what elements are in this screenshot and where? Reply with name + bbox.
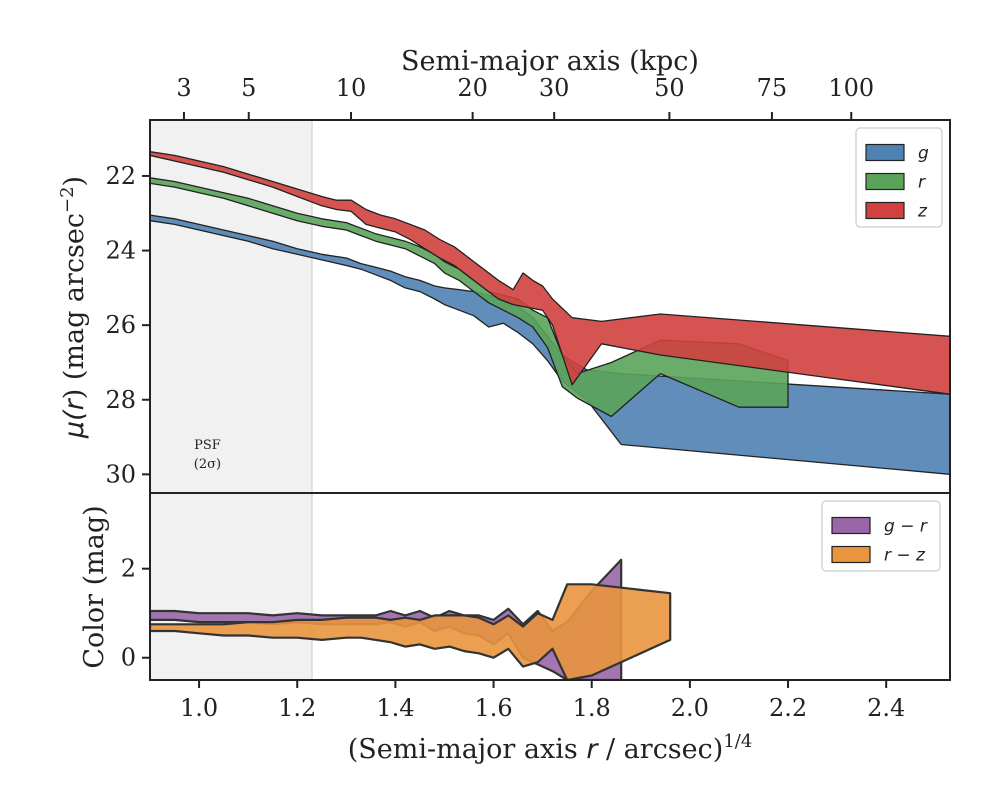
top-x-tick-label: 10 (336, 74, 367, 102)
bottom-x-tick-label: 2.2 (769, 694, 807, 722)
legend-label-g-r: g − r (884, 517, 928, 537)
legend-swatch-r-z (831, 545, 871, 564)
top-kpc-ticks: 3 5 10 20 30 50 75 100 (176, 74, 874, 120)
top-y-tick-label: 24 (105, 237, 136, 265)
top-axis-title: Semi-major axis (kpc) (401, 46, 699, 77)
xlabel-part2: / arcsec) (597, 734, 723, 765)
bottom-x-tick-label: 1.6 (474, 694, 512, 722)
series-band-r-z (150, 583, 672, 680)
top-x-tick-label: 5 (241, 74, 256, 102)
legend-swatch-g-r (831, 516, 871, 535)
psf-shade-bottom (150, 493, 312, 680)
top-y-tick-label: 28 (105, 386, 136, 414)
bottom-plot-frame (149, 492, 951, 681)
psf-region (150, 120, 313, 493)
psf-region-bottom (150, 493, 313, 680)
ylabel-exponent: −2 (57, 186, 78, 213)
bottom-series-group (150, 558, 672, 680)
bottom-x-tick-label: 2.4 (867, 694, 905, 722)
psf-label-line1: PSF (194, 438, 221, 453)
top-series-group (150, 151, 950, 475)
bottom-x-axis-title: (Semi-major axis r / arcsec)1/4 (348, 731, 753, 765)
xlabel-exponent: 1/4 (723, 731, 752, 752)
ylabel-r: r (59, 397, 90, 410)
bottom-x-tick-label: 1.0 (180, 694, 218, 722)
ylabel-mu: μ( (59, 409, 90, 439)
top-x-tick-label: 3 (176, 74, 191, 102)
series-band-r (150, 177, 789, 418)
top-x-tick-label: 50 (654, 74, 685, 102)
bottom-y-tick-label: 2 (121, 555, 136, 583)
top-y-tick-label: 22 (105, 162, 136, 190)
legend-swatch-g (865, 143, 905, 162)
ylabel-unit: ) (mag arcsec (59, 213, 90, 399)
psf-shade-top (150, 120, 312, 493)
top-y-tick-label: 30 (105, 460, 136, 488)
bottom-x-tick-label: 1.8 (573, 694, 611, 722)
series-band-z (150, 151, 950, 395)
top-x-tick-label: 20 (457, 74, 488, 102)
xlabel-r: r (586, 734, 599, 765)
color-panel: 02 1.0 1.2 1.4 1.6 1.8 2.0 2.2 2.4 g − rr − z C… (79, 492, 951, 765)
top-y-axis-title: μ(r) (mag arcsec−2) (57, 176, 90, 439)
bottom-x-tick-label: 1.2 (278, 694, 316, 722)
bottom-legend: g − r r − z (821, 500, 941, 572)
bottom-y-ticks: 02 (121, 555, 150, 672)
bottom-x-tick-label: 1.4 (376, 694, 414, 722)
top-legend: grz (855, 127, 943, 228)
bottom-x-ticks: 1.0 1.2 1.4 1.6 1.8 2.0 2.2 2.4 (180, 680, 905, 722)
ylabel-close: ) (59, 176, 90, 187)
legend-swatch-r (865, 172, 905, 191)
legend-label-r-z: r − z (884, 546, 926, 566)
legend-swatch-z (865, 201, 905, 220)
legend-label-r: r (918, 173, 926, 193)
top-x-tick-label: 75 (757, 74, 788, 102)
top-y-tick-label: 26 (105, 311, 136, 339)
bottom-y-axis-title: Color (mag) (79, 505, 110, 668)
bottom-x-tick-label: 2.0 (671, 694, 709, 722)
top-y-ticks: 22 24 26 28 30 (105, 162, 150, 488)
legend-label-z: z (917, 202, 928, 222)
top-x-tick-label: 30 (539, 74, 570, 102)
legend-label-g: g (918, 144, 929, 164)
top-x-tick-label: 100 (828, 74, 874, 102)
psf-label-line2: (2σ) (194, 457, 221, 472)
xlabel-part1: (Semi-major axis (348, 734, 587, 765)
bottom-y-tick-label: 0 (121, 644, 136, 672)
